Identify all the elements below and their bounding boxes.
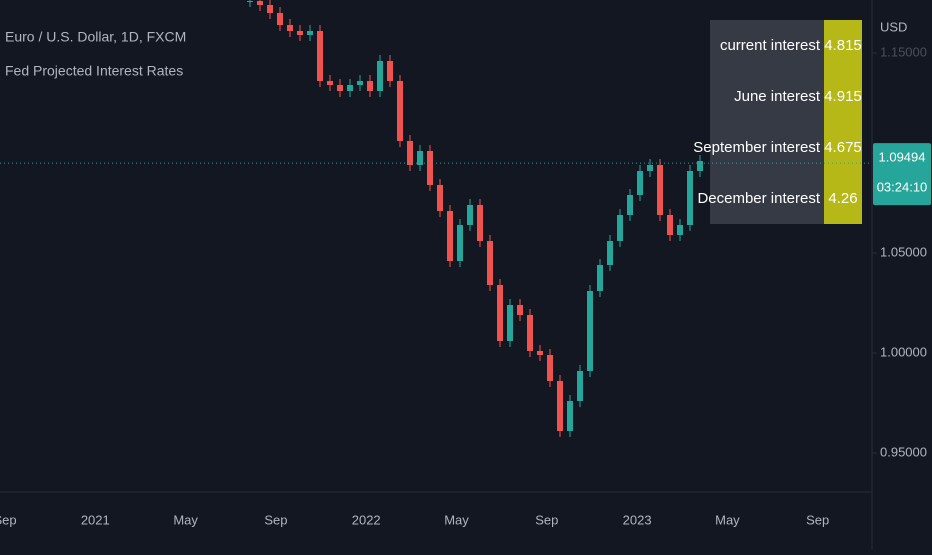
- x-tick-label: May: [173, 512, 198, 527]
- candle: [377, 61, 383, 91]
- x-tick-label: May: [715, 512, 740, 527]
- label-cell: [710, 173, 824, 224]
- candle: [257, 1, 263, 5]
- candle: [657, 165, 663, 215]
- row-value: 4.915: [824, 88, 862, 105]
- candle: [407, 141, 413, 165]
- candle: [557, 381, 563, 431]
- candle: [277, 13, 283, 25]
- candle: [627, 195, 633, 215]
- candle: [587, 291, 593, 371]
- candle: [517, 305, 523, 315]
- indicator-title: Fed Projected Interest Rates: [5, 63, 183, 79]
- x-tick-label: 2021: [81, 512, 110, 527]
- candle: [667, 215, 673, 235]
- candle: [457, 225, 463, 261]
- candle: [387, 61, 393, 81]
- price-badge: [873, 143, 931, 206]
- candle: [577, 371, 583, 401]
- x-tick-label: 2022: [352, 512, 381, 527]
- label-cell: [710, 71, 824, 122]
- candle: [527, 315, 533, 351]
- candle: [337, 85, 343, 91]
- candle: [297, 31, 303, 35]
- candle: [447, 211, 453, 261]
- interest-table: current interest 4.815 June interest 4.915 S…: [693, 20, 862, 224]
- candle: [437, 185, 443, 211]
- candle: [397, 81, 403, 141]
- label-cell: [710, 20, 824, 71]
- candle: [287, 25, 293, 31]
- candle: [417, 151, 423, 165]
- symbol-title: Euro / U.S. Dollar, 1D, FXCM: [5, 29, 186, 45]
- candle: [687, 171, 693, 225]
- x-tick-label: 2023: [623, 512, 652, 527]
- value-cell: [824, 20, 862, 71]
- y-tick-label: 1.15000: [880, 44, 927, 59]
- candle: [247, 1, 253, 2]
- candle: [367, 81, 373, 91]
- candle: [497, 285, 503, 341]
- last-price: 1.09494: [879, 150, 926, 165]
- x-tick-label: May: [444, 512, 469, 527]
- countdown: 03:24:10: [877, 180, 928, 195]
- row-label: September interest: [693, 139, 821, 156]
- candle: [427, 151, 433, 185]
- candle: [597, 265, 603, 291]
- candle: [347, 85, 353, 91]
- candle: [267, 5, 273, 13]
- candle: [547, 355, 553, 381]
- y-tick-label: 0.95000: [880, 444, 927, 459]
- value-cell: [824, 71, 862, 122]
- candle: [467, 205, 473, 225]
- x-tick-label: Sep: [0, 512, 17, 527]
- candle: [327, 81, 333, 85]
- y-tick-label: 1.00000: [880, 344, 927, 359]
- candle: [507, 305, 513, 341]
- label-cell: [710, 122, 824, 173]
- candle: [537, 351, 543, 355]
- row-label: December interest: [697, 190, 820, 207]
- value-cell: [824, 173, 862, 224]
- candle: [317, 31, 323, 81]
- value-cell: [824, 122, 862, 173]
- row-label: current interest: [720, 37, 821, 54]
- x-tick-label: Sep: [806, 512, 829, 527]
- candle: [677, 225, 683, 235]
- candle: [637, 171, 643, 195]
- y-tick-label: 1.05000: [880, 244, 927, 259]
- row-value: 4.675: [824, 139, 862, 156]
- currency: USD: [880, 19, 907, 34]
- candle: [307, 31, 313, 35]
- row-label: June interest: [734, 88, 821, 105]
- row-value: 4.26: [828, 190, 857, 207]
- candle: [617, 215, 623, 241]
- x-tick-label: Sep: [535, 512, 558, 527]
- candle: [477, 205, 483, 241]
- x-tick-label: Sep: [264, 512, 287, 527]
- candle: [487, 241, 493, 285]
- candle: [357, 81, 363, 85]
- row-value: 4.815: [824, 37, 862, 54]
- candle: [647, 165, 653, 171]
- candle: [567, 401, 573, 431]
- candle: [697, 161, 703, 171]
- candle: [607, 241, 613, 265]
